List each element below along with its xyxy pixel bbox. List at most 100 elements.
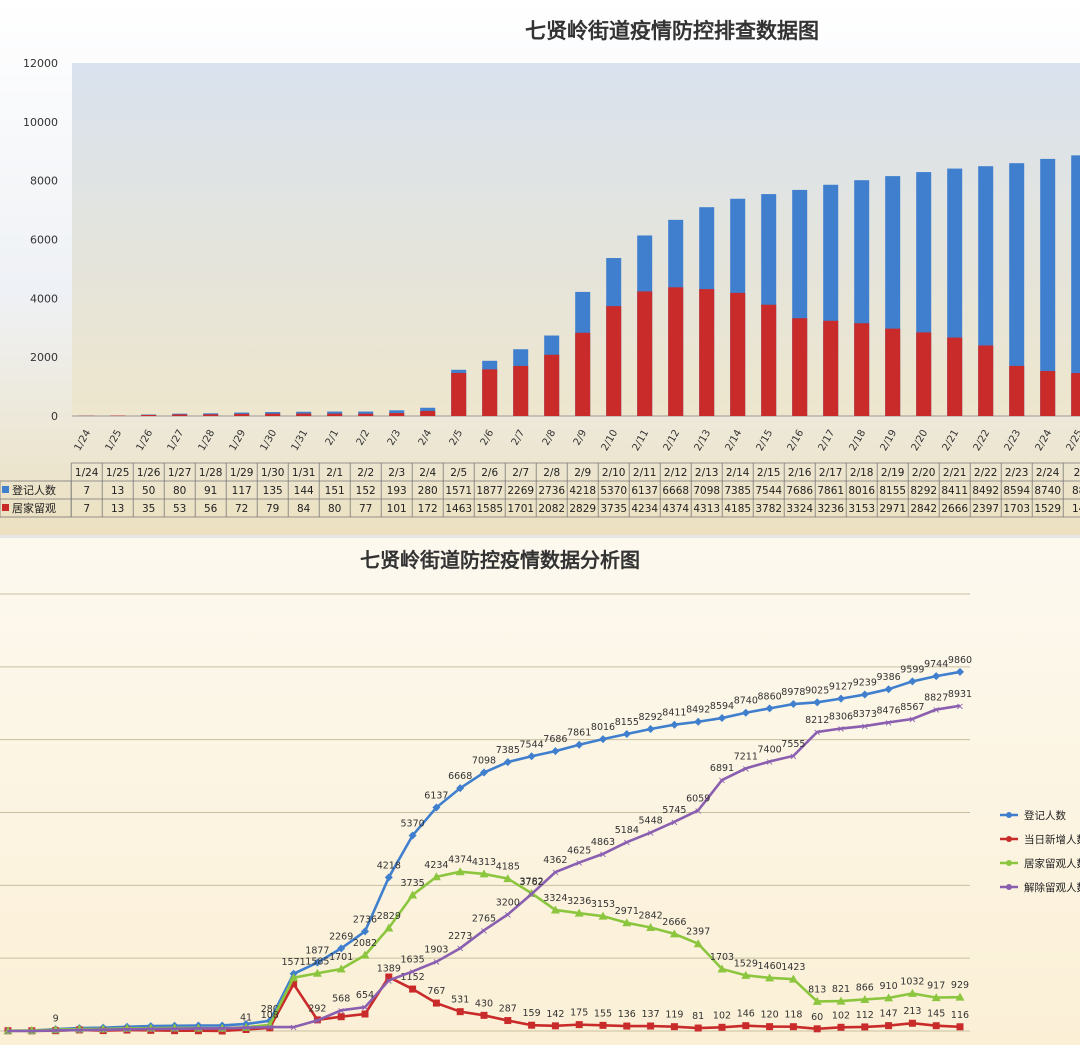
table-home-observation-cell: 2397 xyxy=(972,503,999,515)
bar-home-observation xyxy=(916,332,932,416)
table-home-observation-cell: 35 xyxy=(142,503,155,515)
panel-divider xyxy=(0,535,1080,538)
table-registered-cell: 13 xyxy=(111,485,124,497)
table-registered-cell: 117 xyxy=(232,485,252,497)
table-date-cell: 2/10 xyxy=(602,467,626,479)
series-marker-new xyxy=(908,1019,916,1027)
data-label: 116 xyxy=(951,1010,969,1021)
data-label: 41 xyxy=(240,1013,252,1024)
table-date-cell: 1/26 xyxy=(137,467,161,479)
bar-home-observation xyxy=(172,414,188,416)
series-marker-released: × xyxy=(147,1024,155,1035)
table-date-cell: 2/16 xyxy=(788,467,812,479)
table-registered-cell: 7686 xyxy=(786,485,813,497)
legend-label: 当日新增人数 xyxy=(1024,833,1080,846)
series-marker-home xyxy=(907,988,917,997)
series-marker-new xyxy=(694,1024,702,1032)
data-label: 8292 xyxy=(639,712,663,723)
table-home-observation-cell: 4313 xyxy=(693,503,720,515)
data-label: 866 xyxy=(856,982,874,993)
table-date-cell: 2/23 xyxy=(1005,467,1029,479)
table-registered-cell: 88 xyxy=(1072,485,1080,497)
series-marker-released: × xyxy=(599,849,607,860)
data-label: 3782 xyxy=(520,876,544,887)
series-marker-released: × xyxy=(670,817,678,828)
table-date-cell: 2/12 xyxy=(664,467,688,479)
bar-home-observation xyxy=(978,345,994,416)
series-marker-registered xyxy=(837,694,845,703)
chart-background xyxy=(0,538,1080,1045)
legend-swatch-home-observation xyxy=(2,504,9,511)
data-label: 8740 xyxy=(734,696,758,707)
bar-home-observation xyxy=(234,413,250,416)
series-marker-new xyxy=(647,1022,655,1030)
table-registered-cell: 7861 xyxy=(817,485,844,497)
data-label: 6137 xyxy=(424,791,448,802)
series-marker-registered xyxy=(408,831,417,840)
series-marker-registered xyxy=(932,672,941,681)
table-date-cell: 2/7 xyxy=(512,467,529,479)
data-label: 280 xyxy=(261,1004,279,1015)
data-label: 112 xyxy=(856,1010,874,1021)
series-marker-registered xyxy=(789,700,798,709)
series-marker-home xyxy=(717,964,727,973)
series-marker-home xyxy=(955,992,965,1001)
series-marker-home xyxy=(384,923,394,932)
bar-home-observation xyxy=(141,414,157,416)
data-label: 2842 xyxy=(639,911,663,922)
series-marker-registered xyxy=(718,714,726,723)
table-date-cell: 2/9 xyxy=(574,467,591,479)
table-home-observation-cell: 1585 xyxy=(476,503,503,515)
bar-home-observation xyxy=(792,318,808,416)
legend-label: 解除留观人数 xyxy=(1024,881,1080,894)
data-label: 9025 xyxy=(805,685,829,696)
data-label: 2829 xyxy=(377,911,401,922)
data-label: 3762 xyxy=(520,877,544,888)
table-home-observation-cell: 3236 xyxy=(817,503,844,515)
series-marker-released: × xyxy=(551,868,559,879)
table-home-observation-cell: 79 xyxy=(266,503,279,515)
bar-home-observation xyxy=(730,292,746,416)
bar-home-observation xyxy=(606,306,622,416)
bar-home-observation xyxy=(420,410,436,416)
data-label: 1571 xyxy=(282,957,306,968)
data-label: 4234 xyxy=(424,860,448,871)
series-marker-registered xyxy=(432,803,441,812)
data-label: 145 xyxy=(927,1009,945,1020)
table-home-observation-cell: 2971 xyxy=(879,503,906,515)
series-marker-released: × xyxy=(908,715,916,726)
data-label: 7211 xyxy=(734,751,758,762)
series-marker-registered xyxy=(361,927,369,936)
data-label: 4218 xyxy=(377,860,401,871)
data-label: 1585 xyxy=(305,956,329,967)
legend-label-registered: 登记人数 xyxy=(12,483,56,497)
table-registered-cell: 8016 xyxy=(848,485,875,497)
data-label: 213 xyxy=(903,1006,921,1017)
bar-home-observation xyxy=(1009,365,1025,416)
series-marker-home xyxy=(479,869,489,878)
series-marker-registered xyxy=(646,725,655,734)
bar-home-observation xyxy=(575,332,591,416)
data-label: 5370 xyxy=(401,818,425,829)
series-marker-registered xyxy=(741,708,750,717)
series-marker-home xyxy=(765,973,775,982)
table-registered-cell: 50 xyxy=(142,485,155,497)
table-home-observation-cell: 4234 xyxy=(631,503,658,515)
data-label: 5184 xyxy=(615,825,639,836)
data-label: 929 xyxy=(951,980,969,991)
series-marker-released: × xyxy=(75,1026,83,1037)
bar-home-observation xyxy=(389,413,405,416)
data-label: 2082 xyxy=(353,938,377,949)
table-date-cell: 2/14 xyxy=(726,467,750,479)
data-label: 3735 xyxy=(401,878,425,889)
table-registered-cell: 2269 xyxy=(507,485,534,497)
series-marker-home xyxy=(408,890,418,899)
table-registered-cell: 151 xyxy=(325,485,345,497)
table-date-cell: 2/ xyxy=(1074,467,1080,479)
data-label: 8476 xyxy=(877,705,901,716)
table-registered-cell: 5370 xyxy=(600,485,627,497)
table-date-cell: 1/24 xyxy=(75,467,99,479)
data-label: 1703 xyxy=(710,952,734,963)
table-home-observation-cell: 4185 xyxy=(724,503,751,515)
series-marker-released: × xyxy=(361,1003,369,1014)
